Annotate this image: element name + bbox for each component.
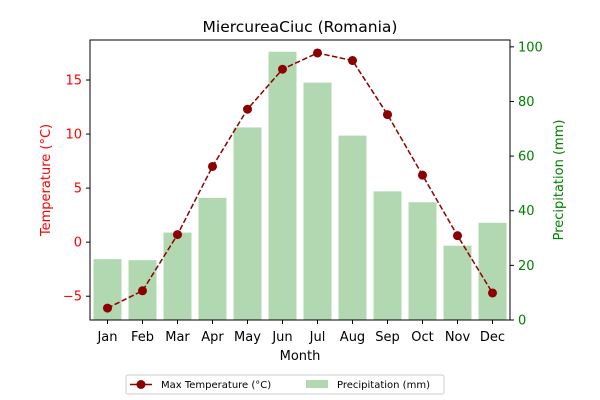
legend-marker-swatch (136, 380, 146, 389)
right-tick-label: 40 (518, 204, 535, 219)
temp-point-apr (208, 161, 217, 171)
right-tick-label: 100 (518, 40, 543, 55)
x-tick-label: Apr (201, 330, 224, 345)
temp-point-nov (453, 231, 462, 241)
left-tick-label: −5 (63, 290, 82, 305)
x-axis-label: Month (280, 349, 321, 364)
x-tick-label: Jun (271, 330, 292, 345)
temperature-line (103, 48, 497, 313)
temp-point-aug (348, 56, 357, 66)
precipitation-bars (93, 51, 507, 321)
left-tick-label: 10 (65, 128, 82, 143)
plot-frame (89, 39, 511, 321)
temp-point-oct (418, 170, 427, 180)
precip-bar-jul (303, 82, 332, 321)
legend: Max Temperature (°C) Precipitation (mm) (125, 374, 445, 395)
left-axis-label: Temperature (°C) (39, 124, 54, 237)
temp-point-may (243, 104, 252, 114)
precip-bar-nov (443, 245, 472, 320)
x-tick-label: Jan (96, 330, 117, 345)
right-tick-label: 60 (518, 150, 535, 165)
x-tick-label: Sep (375, 330, 400, 345)
temperature-axis: −5 0 5 10 15 (63, 74, 90, 305)
precip-bar-apr (198, 197, 227, 320)
temp-point-mar (173, 230, 182, 240)
chart-title: MiercureaCiuc (Romania) (203, 18, 398, 36)
precip-bar-oct (408, 202, 437, 320)
right-tick-label: 80 (518, 95, 535, 110)
precip-bar-aug (338, 135, 367, 320)
legend-bar-swatch (306, 380, 328, 388)
x-tick-label: May (234, 330, 261, 345)
month-axis: Jan Feb Mar Apr May Jun Jul Aug Sep Oct Nov Dec (96, 320, 505, 345)
temp-point-dec (488, 288, 497, 298)
x-tick-label: Aug (340, 330, 365, 345)
x-tick-label: Feb (131, 330, 154, 345)
x-tick-label: Mar (165, 330, 190, 345)
precip-bar-may (233, 127, 262, 320)
temp-point-feb (138, 286, 147, 296)
left-tick-label: 15 (65, 74, 82, 89)
precip-bar-sep (373, 191, 402, 320)
legend-label-precipitation: Precipitation (mm) (337, 380, 430, 391)
temp-point-sep (383, 110, 392, 120)
x-tick-label: Jul (309, 330, 326, 345)
right-axis-label: Precipitation (mm) (552, 120, 567, 241)
legend-frame (125, 374, 445, 395)
left-tick-label: 0 (74, 236, 82, 251)
temperature-polyline (107, 52, 494, 309)
right-tick-label: 0 (518, 314, 526, 329)
precipitation-axis: 0 20 40 60 80 100 (510, 40, 543, 329)
right-tick-label: 20 (518, 259, 535, 274)
x-tick-label: Dec (480, 330, 505, 345)
legend-label-temperature: Max Temperature (°C) (161, 380, 271, 391)
precip-bar-mar (163, 232, 192, 320)
x-tick-label: Oct (411, 330, 433, 345)
temp-point-jan (103, 303, 112, 313)
temp-point-jul (313, 48, 322, 58)
precip-bar-jun (268, 51, 297, 321)
temp-point-jun (278, 64, 287, 74)
precip-bar-dec (478, 222, 507, 320)
x-tick-label: Nov (445, 330, 471, 345)
left-tick-label: 5 (74, 182, 82, 197)
